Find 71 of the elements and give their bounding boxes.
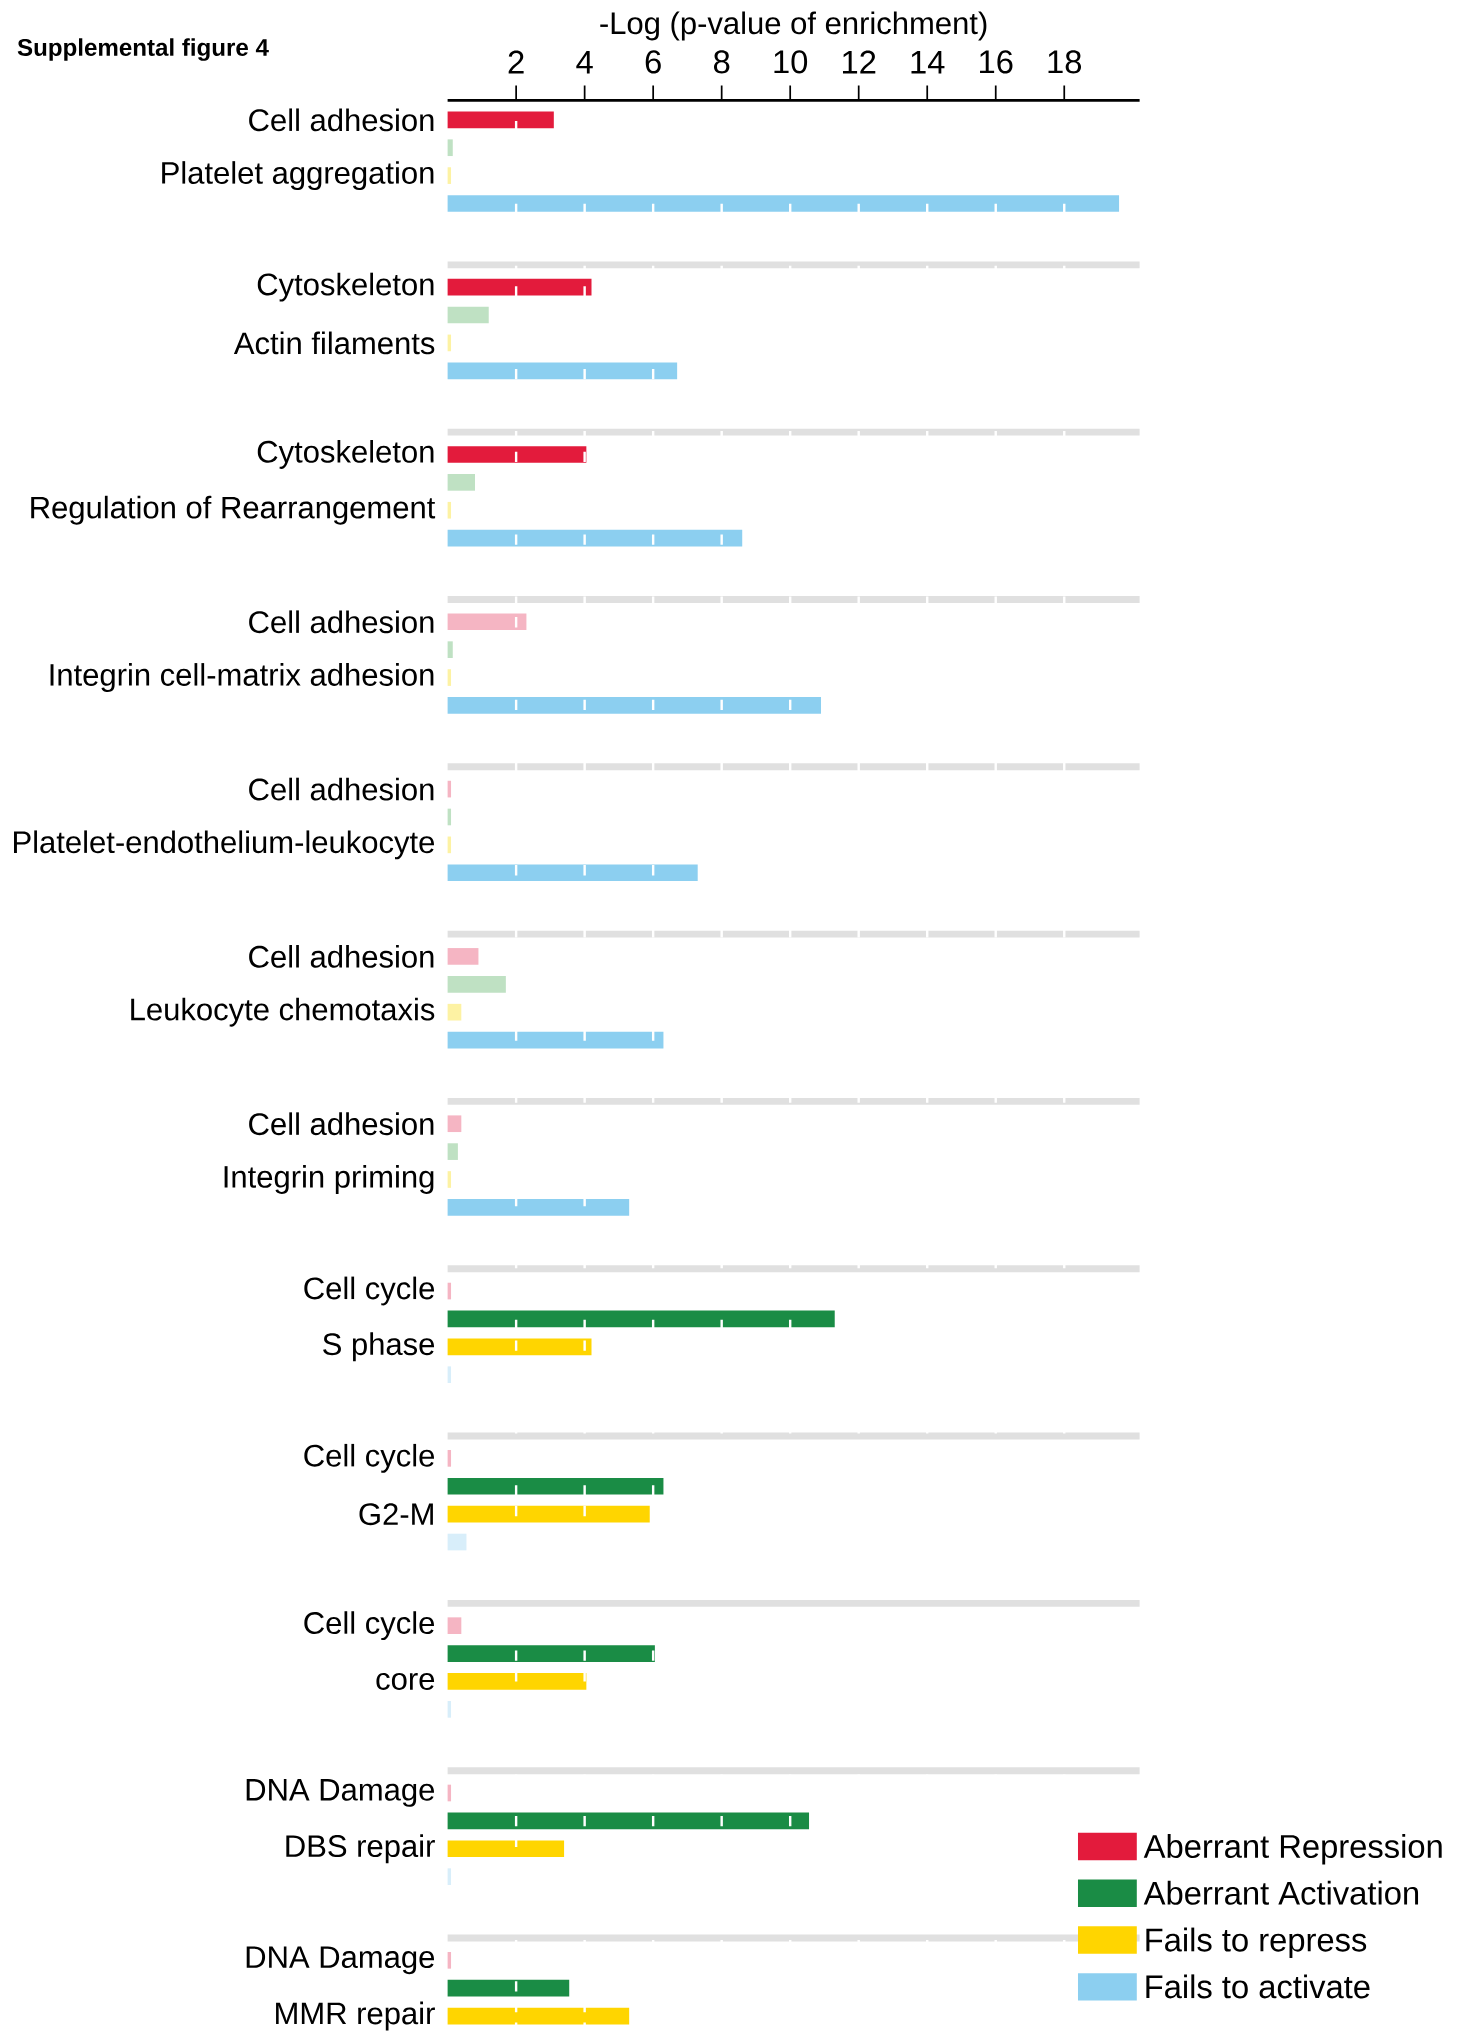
bar [447, 1310, 835, 1328]
x-tick-label: 8 [713, 50, 730, 74]
bar [447, 139, 453, 157]
y-tick-label: Platelet aggregation [162, 161, 434, 191]
y-tick-label: Cell cycle [304, 1611, 435, 1641]
x-tick-label: 10 [774, 50, 808, 74]
bar [447, 306, 489, 324]
bar [447, 1031, 664, 1049]
bar [447, 1477, 664, 1495]
y-tick-label: DNA Damage [246, 1779, 435, 1807]
bar [447, 362, 678, 380]
x-tick-label: 14 [911, 50, 945, 74]
bar [447, 864, 698, 882]
y-tick-label: core [376, 1672, 435, 1690]
bar [447, 278, 592, 296]
bar [447, 111, 554, 129]
y-tick-label: Cell adhesion [249, 610, 434, 634]
bar [447, 529, 743, 547]
bar [447, 975, 506, 993]
bar [447, 1645, 655, 1662]
bar [447, 1840, 565, 1858]
bar [447, 1533, 467, 1551]
x-tick-label: 6 [645, 50, 661, 74]
bar [447, 1143, 458, 1160]
y-tick-label: Actin filaments [233, 331, 435, 355]
bar [447, 1673, 587, 1690]
y-tick-label: Cytoskeleton [257, 440, 434, 469]
text: Supplemental figure 4 [17, 38, 269, 61]
bar [447, 613, 527, 631]
bar [447, 474, 475, 491]
x-tick-label: 12 [842, 50, 876, 74]
x-tick-label: 2 [508, 50, 524, 74]
y-tick-label: Regulation of Rearrangement [31, 495, 436, 525]
bar [447, 1115, 462, 1133]
y-tick-label: DNA Damage [246, 1946, 435, 1975]
y-tick-label: Cell cycle [304, 1443, 435, 1473]
y-tick-label: Cell adhesion [249, 777, 434, 801]
bar [447, 697, 821, 714]
bar [447, 641, 453, 658]
y-tick-label: Cell adhesion [249, 108, 434, 132]
x-axis-title: -Log (p-value of enrichment) [600, 11, 987, 41]
y-tick-label: Leukocyte chemotaxis [131, 997, 435, 1027]
y-tick-label: Cell adhesion [249, 1112, 434, 1136]
bar [447, 1338, 592, 1356]
y-tick-label: Platelet-endothelium-leukocyte [14, 830, 434, 860]
x-tick-label: 4 [576, 50, 593, 74]
x-tick-label: 16 [980, 50, 1013, 74]
bar [447, 1617, 462, 1634]
bar [447, 948, 479, 965]
legend-label: Fails to repress [1146, 1927, 1367, 1959]
y-tick-label: Integrin cell-matrix adhesion [50, 663, 434, 692]
bar [447, 1979, 570, 1997]
y-tick-label: DBS repair [286, 1834, 435, 1864]
x-tick-label: 18 [1048, 50, 1082, 74]
y-tick-label: Cell adhesion [249, 945, 434, 968]
bar [447, 2007, 630, 2025]
bar [447, 1199, 630, 1216]
y-tick-label: Integrin priming [224, 1165, 434, 1194]
y-tick-label: S phase [323, 1332, 435, 1362]
y-tick-label: Cytoskeleton [257, 272, 434, 302]
bar [447, 1003, 462, 1021]
y-tick-label: G2-M [359, 1503, 433, 1526]
bar [447, 195, 1120, 212]
legend-label: Aberrant Repression [1143, 1833, 1442, 1865]
legend-label: Fails to activate [1146, 1974, 1370, 1999]
bar [447, 1505, 650, 1523]
y-tick-label: Cell cycle [304, 1276, 435, 1306]
bar [447, 446, 587, 463]
legend-label: Aberrant Activation [1143, 1880, 1419, 1905]
y-tick-label: MMR repair [276, 2001, 435, 2031]
bar [447, 1812, 810, 1830]
